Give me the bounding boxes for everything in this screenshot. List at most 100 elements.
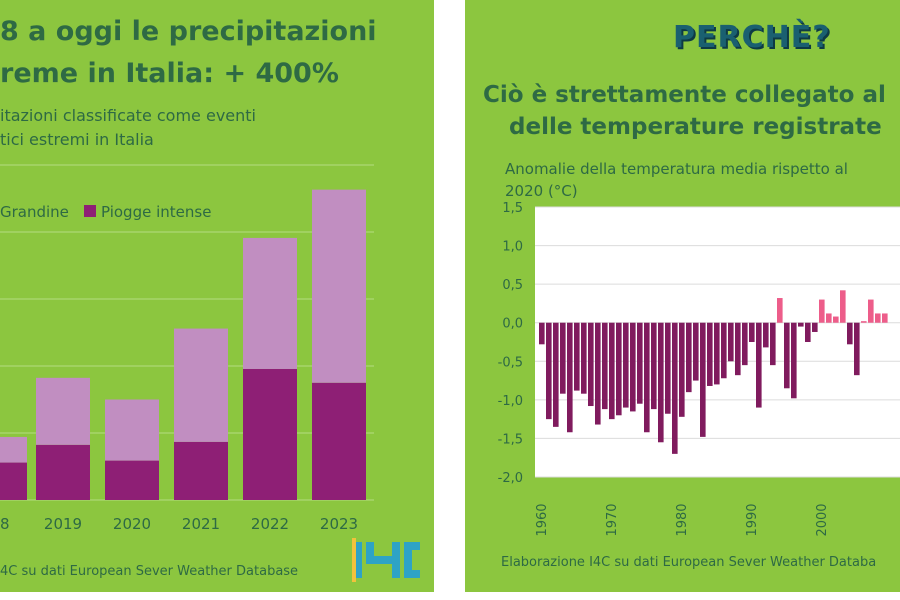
right-panel: PERCHÈ? Ciò è strettamente collegato al …	[465, 0, 900, 592]
anomaly-bar	[588, 322, 594, 407]
anomaly-bar	[798, 322, 804, 327]
legend-swatch-piogge-intense	[84, 205, 96, 217]
anomaly-bar	[826, 313, 832, 323]
x-tick-label: 18	[0, 515, 10, 533]
left-source-note: 4C su dati European Sever Weather Databa…	[0, 564, 299, 579]
anomaly-bar	[581, 322, 587, 394]
y-tick-label: -1,5	[498, 432, 523, 447]
y-tick-label: 0,0	[502, 317, 523, 332]
bar-grandine	[312, 189, 366, 383]
y-tick-label: -1,0	[498, 394, 523, 409]
legend-label-grandine: Grandine	[0, 203, 69, 221]
anomaly-bar	[777, 298, 783, 323]
y-tick-label: 1,0	[502, 240, 523, 255]
anomaly-bar	[623, 322, 629, 408]
anomaly-bar	[595, 322, 601, 425]
anomaly-bar	[609, 322, 615, 420]
anomaly-bar	[700, 322, 706, 437]
perche-badge: PERCHÈ?	[673, 20, 831, 55]
y-tick-label: -0,5	[498, 355, 523, 370]
x-tick-label: 1990	[745, 503, 760, 536]
right-subtitle-line-2: 2020 (°C)	[505, 182, 578, 200]
anomaly-bar	[875, 313, 881, 323]
right-title-line-1: Ciò è strettamente collegato al	[483, 82, 886, 108]
precipitation-chart: 18 2019 2020 2021 2022 2023 Grandine Piogge int…	[0, 164, 374, 533]
anomaly-bar	[763, 322, 769, 348]
bar-piogge-intense	[243, 368, 297, 500]
anomaly-bar	[770, 322, 776, 366]
x-tick-label: 1960	[535, 503, 550, 536]
anomaly-bar	[602, 322, 608, 410]
temperature-anomaly-chart: 1,5 1,0 0,5 0,0 -0,5 -1,0 -1,5 -2,0 1960 1970 1980…	[498, 201, 900, 537]
anomaly-bar	[616, 322, 622, 416]
anomaly-bar	[560, 322, 566, 394]
anomaly-bar	[644, 322, 650, 433]
y-tick-label: -2,0	[498, 471, 523, 486]
bar-piogge-intense	[105, 460, 159, 500]
anomaly-bar	[868, 299, 874, 323]
anomaly-bar	[686, 322, 692, 393]
bar-grandine	[0, 436, 27, 463]
left-title-line-1: 8 a oggi le precipitazioni	[0, 16, 377, 47]
x-tick-label: 1970	[605, 503, 620, 536]
anomaly-bar	[882, 313, 888, 323]
anomaly-bar	[742, 322, 748, 366]
anomaly-bar	[735, 322, 741, 376]
left-subtitle-line-2: tici estremi in Italia	[0, 130, 154, 149]
anomaly-bar	[833, 316, 839, 323]
x-tick-label: 2021	[182, 515, 220, 533]
anomaly-bar	[728, 322, 734, 362]
right-subtitle-line-1: Anomalie della temperatura media rispett…	[505, 160, 848, 178]
anomaly-bar	[658, 322, 664, 443]
y-tick-label: 0,5	[502, 278, 523, 293]
legend-label-piogge-intense: Piogge intense	[101, 203, 211, 221]
bar-piogge-intense	[174, 441, 228, 500]
anomaly-bar	[567, 322, 573, 433]
bar-grandine	[174, 328, 228, 442]
bar-grandine	[243, 237, 297, 369]
anomaly-bar	[812, 322, 818, 332]
x-tick-label: 2022	[251, 515, 289, 533]
bar-piogge-intense	[0, 462, 27, 500]
anomaly-bar	[679, 322, 685, 417]
anomaly-bar	[714, 322, 720, 385]
anomaly-bar	[546, 322, 552, 420]
bar-grandine	[36, 377, 90, 445]
anomaly-bar	[819, 299, 825, 323]
left-subtitle-line-1: itazioni classificate come eventi	[0, 106, 256, 125]
bar-piogge-intense	[312, 382, 366, 500]
anomaly-bar	[847, 322, 853, 345]
anomaly-bar	[574, 322, 580, 391]
x-tick-label: 2000	[815, 503, 830, 536]
bar-piogge-intense	[36, 444, 90, 500]
anomaly-bar	[707, 322, 713, 386]
anomaly-bar	[721, 322, 727, 379]
anomaly-bar	[630, 322, 636, 412]
anomaly-bar	[791, 322, 797, 399]
anomaly-bar	[665, 322, 671, 414]
anomaly-bar	[805, 322, 811, 342]
anomaly-bar	[651, 322, 657, 410]
anomaly-bar	[539, 322, 545, 345]
y-tick-label: 1,5	[502, 201, 523, 216]
bar-grandine	[105, 399, 159, 461]
i4c-logo	[352, 538, 422, 582]
x-tick-label: 1980	[675, 503, 690, 536]
anomaly-bar	[861, 321, 867, 323]
anomaly-bar	[693, 322, 699, 381]
anomaly-bar	[784, 322, 790, 389]
right-title-line-2: delle temperature registrate	[509, 114, 882, 140]
anomaly-bar	[637, 322, 643, 404]
anomaly-bar	[854, 322, 860, 376]
anomaly-bar	[553, 322, 559, 427]
left-title-line-2: reme in Italia: + 400%	[0, 58, 339, 89]
x-tick-label: 2020	[113, 515, 151, 533]
right-source-note: Elaborazione I4C su dati European Sever …	[501, 555, 877, 570]
anomaly-bar	[672, 322, 678, 454]
anomaly-bar	[756, 322, 762, 408]
x-tick-label: 2023	[320, 515, 358, 533]
anomaly-bar	[840, 290, 846, 323]
x-tick-label: 2019	[44, 515, 82, 533]
anomaly-bar	[749, 322, 755, 342]
left-panel: 8 a oggi le precipitazioni reme in Itali…	[0, 0, 434, 592]
